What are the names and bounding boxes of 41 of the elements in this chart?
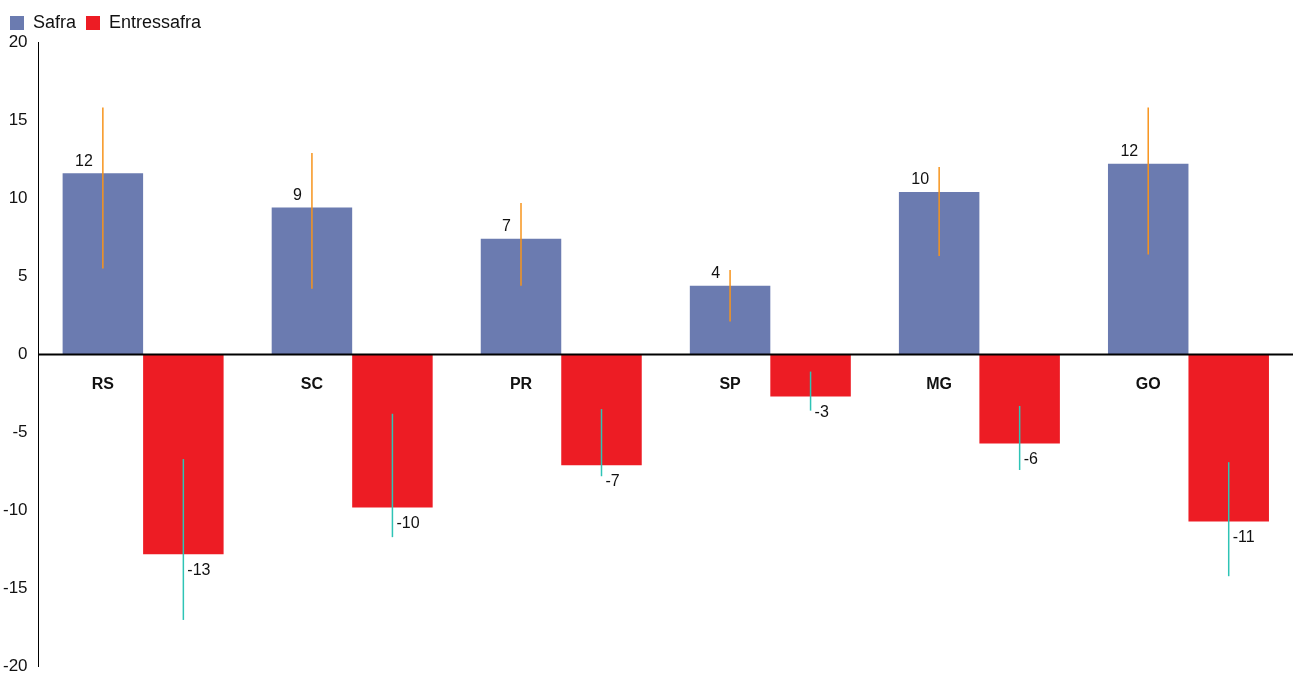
x-tick-label: GO [1135,374,1161,392]
bar [62,173,144,355]
bar [898,191,980,355]
y-tick-label: -20 [2,656,28,676]
x-tick-label: MG [926,374,953,392]
y-tick-label: -15 [2,578,28,598]
data-label: -6 [1023,449,1038,467]
y-tick-label: 10 [8,187,28,207]
bar [143,354,224,555]
x-tick-label: SP [719,374,742,392]
y-tick-label: 20 [8,31,28,51]
data-label: -13 [187,560,211,578]
y-tick-label: 15 [8,109,28,129]
bar [561,354,642,466]
data-label: 12 [75,151,93,169]
y-tick-label: 0 [18,344,28,364]
data-label: 4 [711,264,721,282]
data-label: 12 [1120,142,1139,160]
y-tick-label: -5 [12,422,28,442]
data-label: -10 [396,513,420,531]
data-label: 10 [911,170,930,188]
bar [1188,354,1269,522]
bar [979,354,1060,444]
data-label: -11 [1232,527,1255,545]
legend-label: Entressafra [109,11,203,32]
legend-label: Safra [33,11,78,32]
data-label: 7 [502,217,512,235]
bar [480,238,562,355]
x-tick-label: PR [509,374,533,392]
bar [352,354,433,508]
x-tick-label: SC [300,374,324,392]
data-label: -3 [814,402,829,420]
data-label: -7 [605,471,620,489]
bar [271,207,353,355]
bar [770,354,851,397]
y-tick-label: -10 [2,500,28,520]
bar [1107,163,1189,355]
bar [689,285,771,355]
y-tick-label: 5 [18,265,28,285]
x-tick-label: RS [91,374,115,392]
data-label: 9 [293,185,303,203]
